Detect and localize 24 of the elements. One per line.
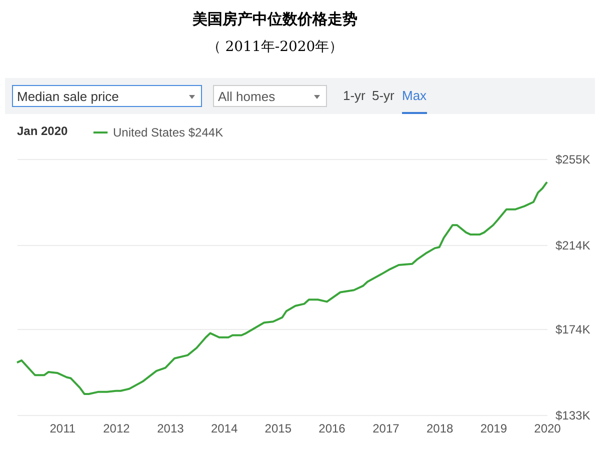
x-tick-label: 2017	[372, 422, 400, 436]
x-tick-label: 2012	[103, 422, 130, 436]
y-tick-label: $255K	[556, 152, 590, 166]
text: 5-yr	[372, 87, 394, 105]
x-tick-label: 2015	[264, 422, 292, 436]
text: All homes	[218, 89, 276, 104]
legend-title: Jan 2020	[17, 124, 68, 138]
text: 1-yr	[343, 87, 366, 105]
x-tick-label: 2014	[210, 422, 238, 436]
x-tick-label: 2018	[426, 422, 454, 436]
x-tick-label: 2016	[318, 422, 346, 436]
chart-subtitle: （ 2011年-2020年）	[206, 38, 344, 56]
text: Max	[402, 85, 427, 114]
text: Median sale price	[17, 89, 119, 104]
y-tick-label: $214K	[556, 238, 590, 253]
legend-label: United States $244K	[113, 126, 224, 140]
x-tick-label: 2020	[534, 422, 562, 436]
chart-title: 美国房产中位数价格走势	[192, 10, 358, 29]
x-tick-label: 2013	[157, 422, 184, 436]
line-series	[16, 181, 548, 396]
y-tick-label: $174K	[556, 322, 590, 336]
x-tick-label: 2019	[480, 422, 508, 436]
x-tick-label: 2011	[50, 422, 76, 436]
y-tick-label: $133K	[556, 408, 590, 422]
